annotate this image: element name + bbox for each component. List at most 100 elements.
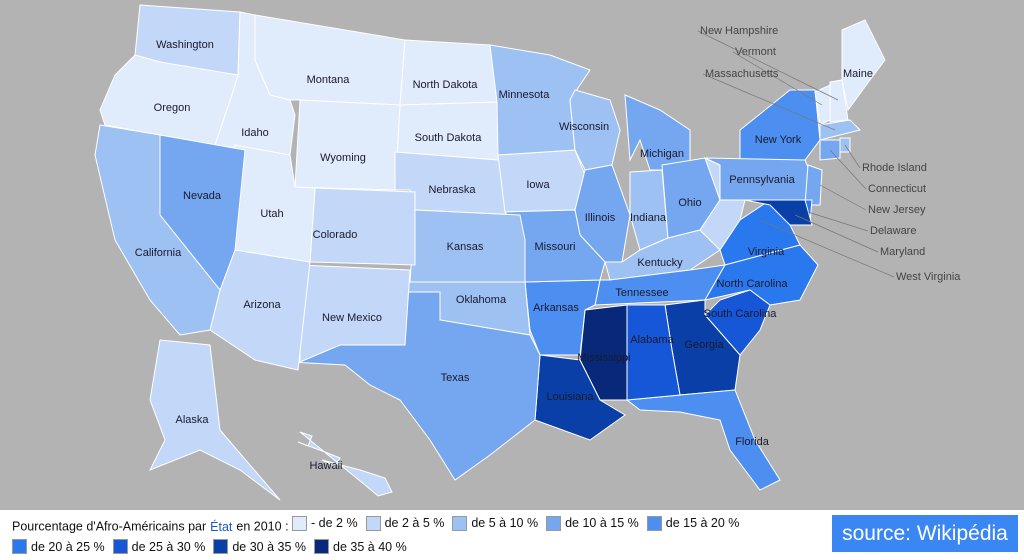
state-label: West Virginia: [896, 271, 961, 283]
state-label: Nevada: [183, 190, 222, 202]
leader-line: [732, 51, 823, 106]
legend-item: de 15 à 20 %: [646, 513, 740, 533]
state: [297, 431, 393, 497]
legend-title: Pourcentage d'Afro-Américains par: [12, 519, 207, 534]
legend-swatch: [314, 539, 330, 554]
source-badge: source: Wikipédia: [832, 515, 1018, 552]
state-label: Maryland: [880, 246, 925, 258]
legend-label: de 15 à 20 %: [665, 516, 740, 530]
state: [524, 279, 601, 356]
legend-item: de 30 à 35 %: [213, 537, 306, 557]
state-label: Massachusetts: [705, 68, 779, 80]
leader-line: [819, 184, 867, 211]
legend-item: de 10 à 15 %: [546, 513, 639, 533]
legend-swatch: [546, 515, 562, 531]
legend-swatch: [12, 539, 27, 554]
legend-item: de 20 à 25 %: [12, 537, 105, 557]
state: [309, 187, 416, 266]
state: [744, 199, 813, 226]
state-label: Hawaii: [309, 460, 342, 472]
state: [94, 124, 221, 336]
legend-label: de 20 à 25 %: [31, 539, 105, 554]
state-label: South Carolina: [704, 308, 778, 320]
state-label: Mississippi: [577, 352, 630, 364]
state-label: Texas: [441, 372, 470, 384]
state: [704, 244, 819, 306]
leader-line: [702, 73, 836, 131]
state: [148, 339, 281, 501]
legend-label: de 30 à 35 %: [232, 539, 307, 554]
state-label: Louisiana: [546, 391, 594, 403]
state-label: Maine: [843, 68, 873, 80]
state-label: Virginia: [748, 246, 785, 258]
legend-item: de 35 à 40 %: [314, 537, 407, 557]
map: Washington Oregon Idaho Montana North Dakota…: [0, 0, 1024, 510]
legend-label: de 35 à 40 %: [333, 539, 407, 554]
legend-link[interactable]: État: [210, 519, 233, 534]
state-label: California: [135, 247, 182, 259]
state-label: South Dakota: [415, 132, 483, 144]
legend-label: de 2 à 5 %: [384, 516, 445, 530]
legend-label: de 25 à 30 %: [131, 539, 206, 554]
state-label: Montana: [307, 74, 351, 86]
leader-line: [807, 211, 869, 232]
leader-line: [829, 149, 867, 190]
state-label: Iowa: [526, 179, 550, 191]
state-label: Florida: [735, 436, 770, 448]
legend-swatch: [365, 515, 381, 531]
state: [819, 119, 861, 141]
state-label: Michigan: [640, 148, 684, 160]
state-label: Illinois: [585, 212, 616, 224]
state-label: Missouri: [535, 241, 576, 253]
state-label: Connecticut: [868, 183, 926, 195]
state-label: New Mexico: [322, 312, 382, 324]
state-label: Arizona: [243, 299, 281, 311]
legend-label: de 10 à 15 %: [565, 516, 639, 530]
state: [841, 19, 886, 112]
state: [409, 209, 526, 283]
legend: Pourcentage d'Afro-Américains par État en …: [12, 513, 822, 560]
legend-item: de 2 à 5 %: [365, 513, 445, 533]
state-label: Delaware: [870, 225, 916, 237]
state-label: Tennessee: [615, 287, 668, 299]
state-label: Alabama: [630, 334, 674, 346]
state-label: North Dakota: [413, 79, 479, 91]
legend-item: de 25 à 30 %: [112, 537, 206, 557]
state-label: Utah: [260, 208, 283, 220]
state: [294, 99, 401, 191]
state-label: Arkansas: [533, 302, 579, 314]
legend-swatch: [213, 539, 229, 554]
legend-label: - de 2 %: [311, 516, 358, 530]
state-label: Idaho: [241, 127, 269, 139]
state-label: Alaska: [175, 414, 209, 426]
state-label: Wyoming: [320, 152, 366, 164]
state-label: Washington: [156, 39, 214, 51]
legend-item: - de 2 %: [292, 513, 358, 533]
state-label: Kentucky: [637, 257, 683, 269]
state-label: Pennsylvania: [729, 174, 795, 186]
legend-title: en 2010 :: [236, 519, 289, 534]
state-label: New Jersey: [868, 204, 926, 216]
state-label: Nebraska: [428, 184, 476, 196]
state-label: Minnesota: [499, 89, 551, 101]
legend-item: de 5 à 10 %: [452, 513, 538, 533]
state-label: Wisconsin: [559, 121, 609, 133]
state: [804, 164, 823, 206]
state-label: North Carolina: [717, 278, 789, 290]
state-label: New York: [755, 134, 802, 146]
leader-line: [844, 144, 861, 169]
state-label: Indiana: [630, 212, 667, 224]
leader-line: [759, 219, 895, 278]
legend-swatch: [452, 515, 468, 531]
state-label: Vermont: [735, 46, 776, 58]
legend-label: de 5 à 10 %: [471, 516, 539, 530]
legend-swatch: [112, 539, 128, 554]
leader-line: [794, 214, 879, 253]
legend-swatch: [646, 515, 662, 531]
state: [625, 389, 781, 491]
state-label: Oregon: [154, 102, 191, 114]
state-label: Oklahoma: [456, 294, 507, 306]
state-label: Rhode Island: [862, 162, 927, 174]
state: [399, 39, 498, 106]
